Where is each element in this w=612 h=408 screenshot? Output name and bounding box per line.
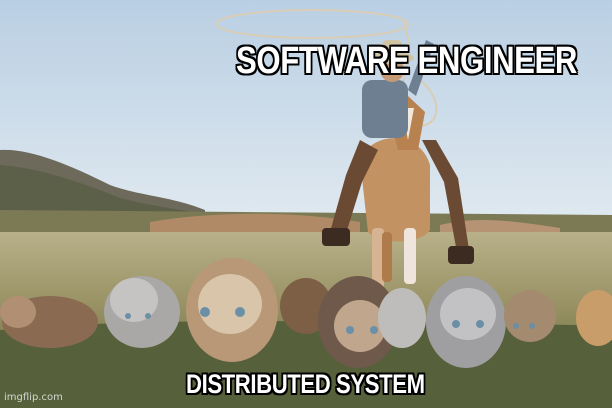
bottom-caption: DISTRIBUTED SYSTEM <box>186 369 425 399</box>
cowboy <box>322 40 474 264</box>
lasso <box>215 9 409 39</box>
top-caption: SOFTWARE ENGINEER <box>236 40 578 82</box>
kittens <box>0 258 612 368</box>
watermark: imgflip.com <box>4 392 63 403</box>
